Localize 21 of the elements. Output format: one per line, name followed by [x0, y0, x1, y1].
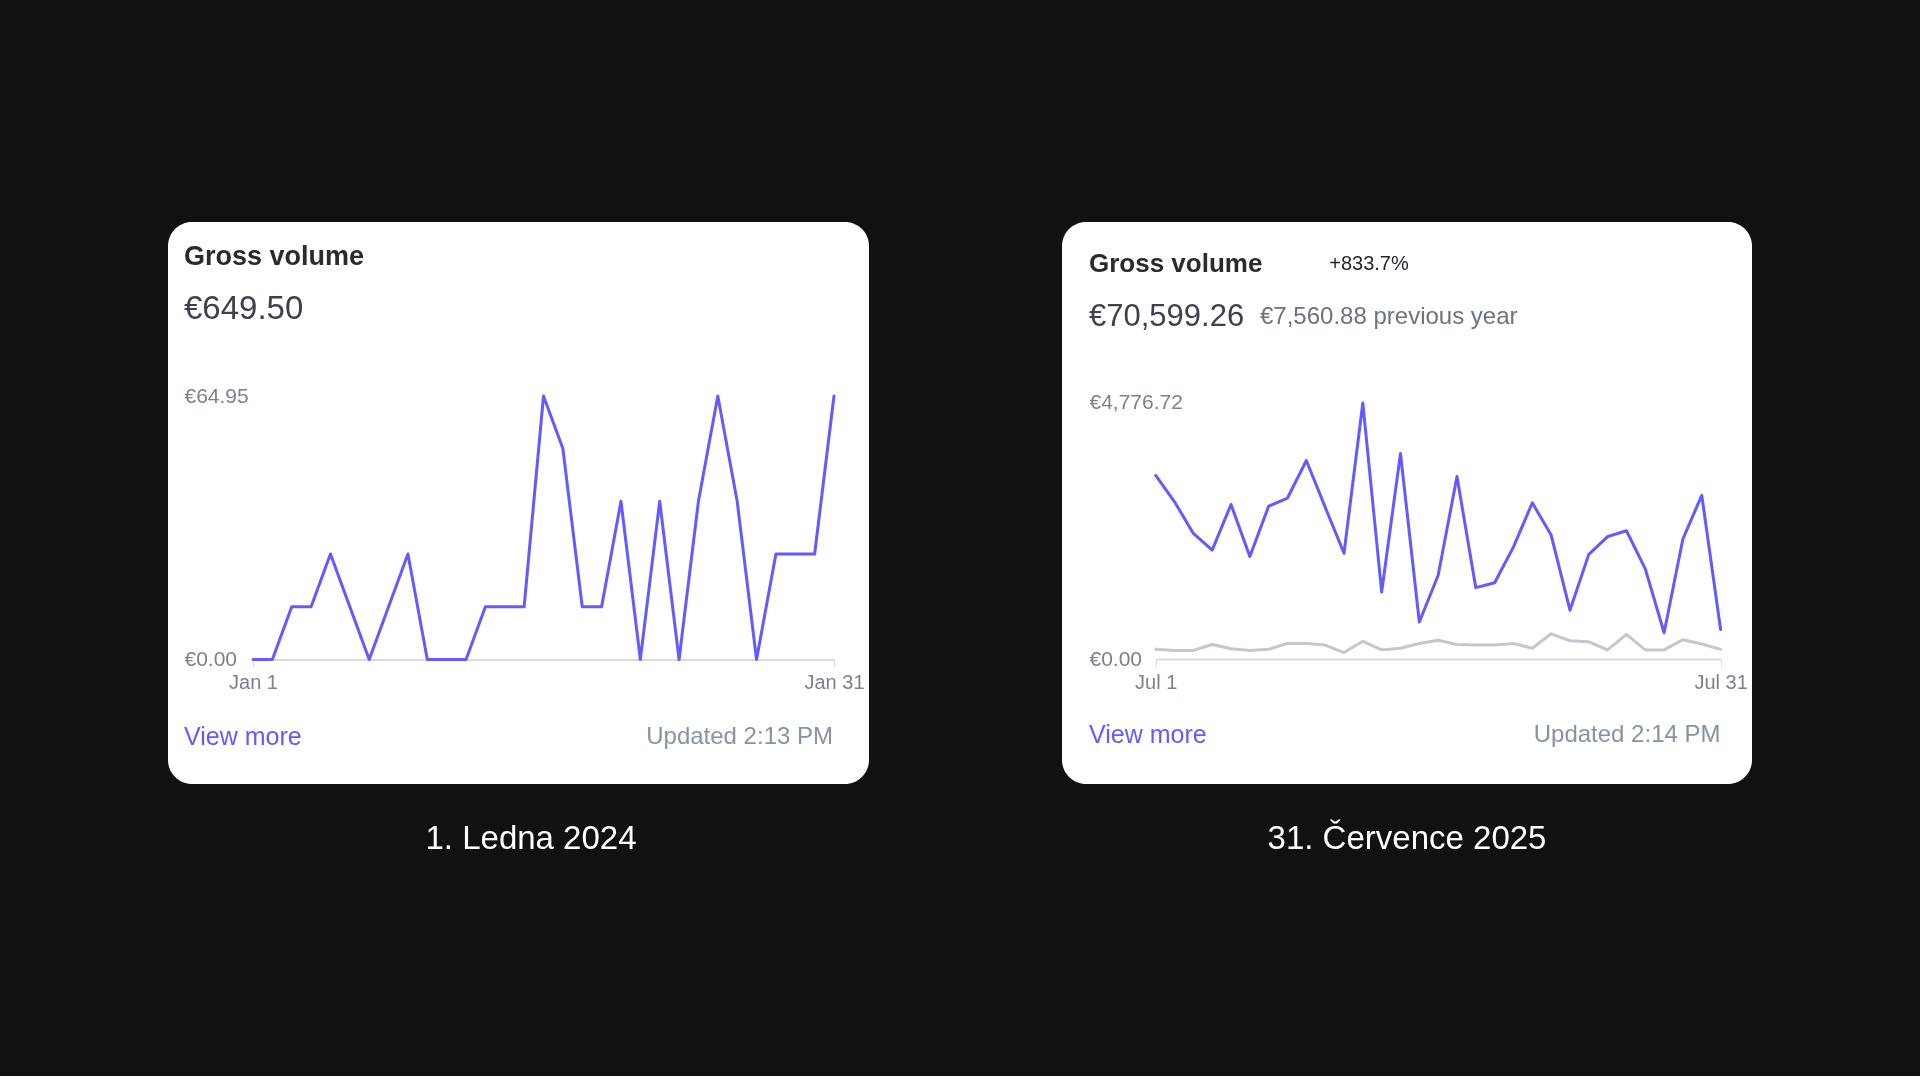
text: €7,560.88 previous year	[1260, 302, 1518, 329]
x-tick-label: Jul 1	[1135, 670, 1178, 693]
chart-subtitle: €70,599.26	[1089, 298, 1245, 333]
x-tick-label: Jan 1	[229, 671, 278, 693]
text: +833.7%	[1329, 252, 1409, 274]
line-series	[1154, 632, 1723, 655]
chart-title: Gross volume	[184, 241, 365, 271]
y-tick-label: €0.00	[184, 647, 238, 670]
x-tick-label: Jan 31	[804, 671, 865, 693]
text: View more	[1089, 720, 1207, 748]
text: 31. Července 2025	[1267, 819, 1547, 856]
text: Updated 2:14 PM	[1533, 720, 1721, 747]
y-tick-label: €64.95	[184, 383, 249, 407]
chart-subtitle: €649.50	[184, 289, 304, 326]
y-tick-label: €4,776.72	[1089, 390, 1183, 414]
chart-title: Gross volume	[1089, 248, 1263, 278]
text: Updated 2:13 PM	[646, 722, 833, 749]
text: 1. Ledna 2024	[425, 819, 637, 856]
text: View more	[184, 722, 302, 750]
x-tick-label: Jul 31	[1694, 670, 1748, 693]
y-tick-label: €0.00	[1089, 646, 1143, 670]
